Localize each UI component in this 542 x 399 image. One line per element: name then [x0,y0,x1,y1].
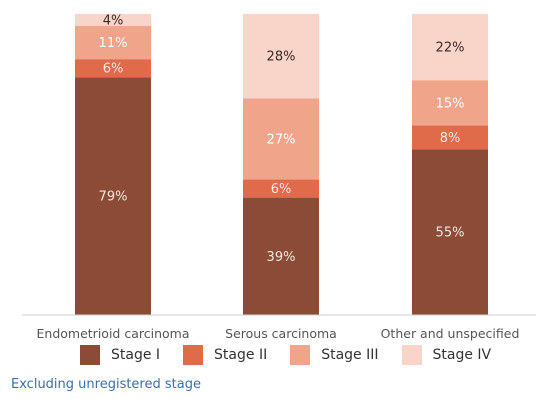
legend: Stage I Stage II Stage III Stage IV [80,344,514,366]
data-label: 27% [267,132,296,147]
bar-segment [243,179,319,198]
bar-segment [412,149,488,315]
bar-segment [75,26,151,60]
legend-item: Stage I [80,345,160,365]
bar-segment [412,80,488,126]
data-label: 22% [436,41,465,56]
bar-segment [412,125,488,150]
legend-label: Stage II [214,347,268,363]
bar-segment [75,59,151,78]
legend-item: Stage II [183,345,267,365]
legend-label: Stage IV [432,347,492,363]
bar-segment [243,197,319,315]
data-label: 15% [436,96,465,111]
bar-segment [412,14,488,81]
legend-item: Stage IV [401,345,492,365]
bar-segment [75,14,151,27]
data-label: 79% [99,190,128,205]
data-label: 11% [99,36,128,51]
data-label: 6% [103,62,124,77]
bars-group: 79% 6% 11% 4% 39% 6% 27% 28% 55% 8% 15% 22% [75,14,488,316]
legend-swatch [183,345,204,365]
category-label: Endometrioid carcinoma [37,326,190,341]
legend-swatch [401,345,422,365]
legend-label: Stage I [111,347,161,363]
data-label: 6% [271,182,292,197]
legend-label: Stage III [321,347,379,363]
bar-segment [243,14,319,99]
data-label: 4% [103,14,124,29]
bar-segment [75,77,151,316]
data-label: 28% [267,50,296,65]
legend-swatch [290,345,311,365]
footnote: Excluding unregistered stage [11,377,201,392]
data-label: 55% [436,226,465,241]
category-labels: Endometrioid carcinoma Serous carcinoma Ot… [37,326,520,341]
data-label: 8% [440,131,461,146]
legend-item: Stage III [290,345,379,365]
category-label: Other and unspecified [381,326,520,341]
category-label: Serous carcinoma [225,326,337,341]
data-label: 39% [267,250,296,265]
bar-segment [243,98,319,180]
legend-swatch [80,345,100,365]
